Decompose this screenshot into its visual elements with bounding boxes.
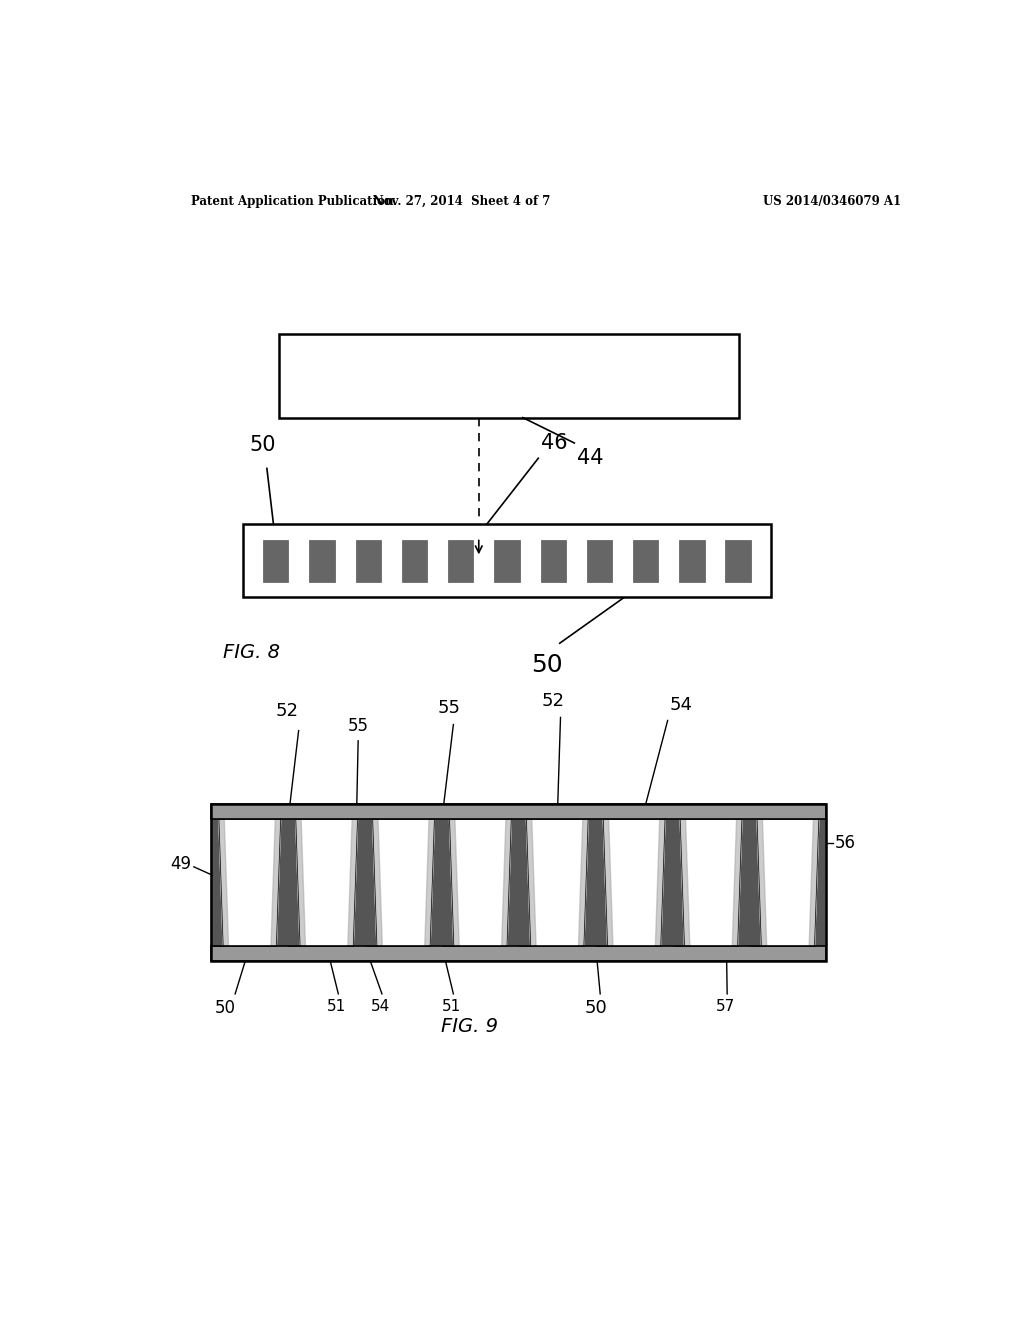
- Text: 54: 54: [670, 697, 693, 714]
- Polygon shape: [603, 818, 665, 946]
- Polygon shape: [680, 818, 742, 946]
- Polygon shape: [366, 818, 377, 946]
- Polygon shape: [271, 818, 281, 946]
- Text: 55: 55: [438, 700, 461, 718]
- Polygon shape: [425, 818, 434, 946]
- Polygon shape: [442, 818, 454, 946]
- Polygon shape: [680, 818, 690, 946]
- Bar: [541, 540, 566, 582]
- Text: 50: 50: [215, 999, 237, 1016]
- Polygon shape: [737, 818, 750, 946]
- Polygon shape: [596, 818, 607, 946]
- Text: 51: 51: [442, 999, 462, 1014]
- Text: FIG. 9: FIG. 9: [441, 1018, 498, 1036]
- Polygon shape: [296, 818, 305, 946]
- Bar: [309, 540, 335, 582]
- Text: 49: 49: [170, 854, 191, 873]
- Bar: [725, 540, 751, 582]
- Bar: [679, 540, 705, 582]
- Text: 50: 50: [530, 653, 562, 677]
- Bar: [263, 540, 289, 582]
- Polygon shape: [757, 818, 767, 946]
- Polygon shape: [348, 818, 357, 946]
- Polygon shape: [732, 818, 742, 946]
- Text: 50: 50: [250, 436, 276, 455]
- Bar: [587, 540, 612, 582]
- Polygon shape: [750, 818, 761, 946]
- Polygon shape: [353, 818, 366, 946]
- Polygon shape: [430, 818, 442, 946]
- Text: 52: 52: [541, 692, 564, 710]
- Polygon shape: [219, 818, 281, 946]
- Bar: [355, 540, 381, 582]
- Polygon shape: [655, 818, 665, 946]
- Polygon shape: [526, 818, 588, 946]
- Bar: [211, 804, 826, 818]
- Polygon shape: [450, 818, 459, 946]
- Polygon shape: [276, 818, 288, 946]
- Bar: [633, 540, 658, 582]
- Polygon shape: [450, 818, 511, 946]
- Polygon shape: [502, 818, 511, 946]
- Polygon shape: [373, 818, 434, 946]
- Text: 50: 50: [585, 999, 607, 1016]
- Text: 56: 56: [835, 834, 855, 853]
- Polygon shape: [526, 818, 537, 946]
- Bar: [449, 540, 473, 582]
- Polygon shape: [507, 818, 519, 946]
- Polygon shape: [288, 818, 300, 946]
- Polygon shape: [603, 818, 613, 946]
- Text: Nov. 27, 2014  Sheet 4 of 7: Nov. 27, 2014 Sheet 4 of 7: [373, 194, 550, 207]
- Text: 51: 51: [327, 999, 346, 1014]
- Text: 57: 57: [716, 999, 735, 1014]
- Polygon shape: [373, 818, 382, 946]
- Text: 52: 52: [275, 702, 298, 721]
- Polygon shape: [809, 818, 819, 946]
- Text: US 2014/0346079 A1: US 2014/0346079 A1: [763, 194, 901, 207]
- Text: Patent Application Publication: Patent Application Publication: [191, 194, 394, 207]
- Text: 55: 55: [347, 717, 369, 735]
- Bar: [401, 540, 427, 582]
- Text: 46: 46: [541, 433, 567, 453]
- Polygon shape: [757, 818, 819, 946]
- Polygon shape: [814, 818, 826, 946]
- Bar: [211, 804, 826, 961]
- Bar: [211, 946, 826, 961]
- Bar: [279, 334, 739, 417]
- Polygon shape: [519, 818, 530, 946]
- Polygon shape: [584, 818, 596, 946]
- Bar: [243, 524, 771, 598]
- Text: 54: 54: [371, 999, 390, 1014]
- Text: FIG. 8: FIG. 8: [223, 643, 281, 663]
- Polygon shape: [660, 818, 673, 946]
- Polygon shape: [579, 818, 588, 946]
- Text: 44: 44: [577, 447, 603, 469]
- Polygon shape: [219, 818, 228, 946]
- Bar: [495, 540, 519, 582]
- Polygon shape: [296, 818, 357, 946]
- Polygon shape: [211, 818, 223, 946]
- Polygon shape: [673, 818, 684, 946]
